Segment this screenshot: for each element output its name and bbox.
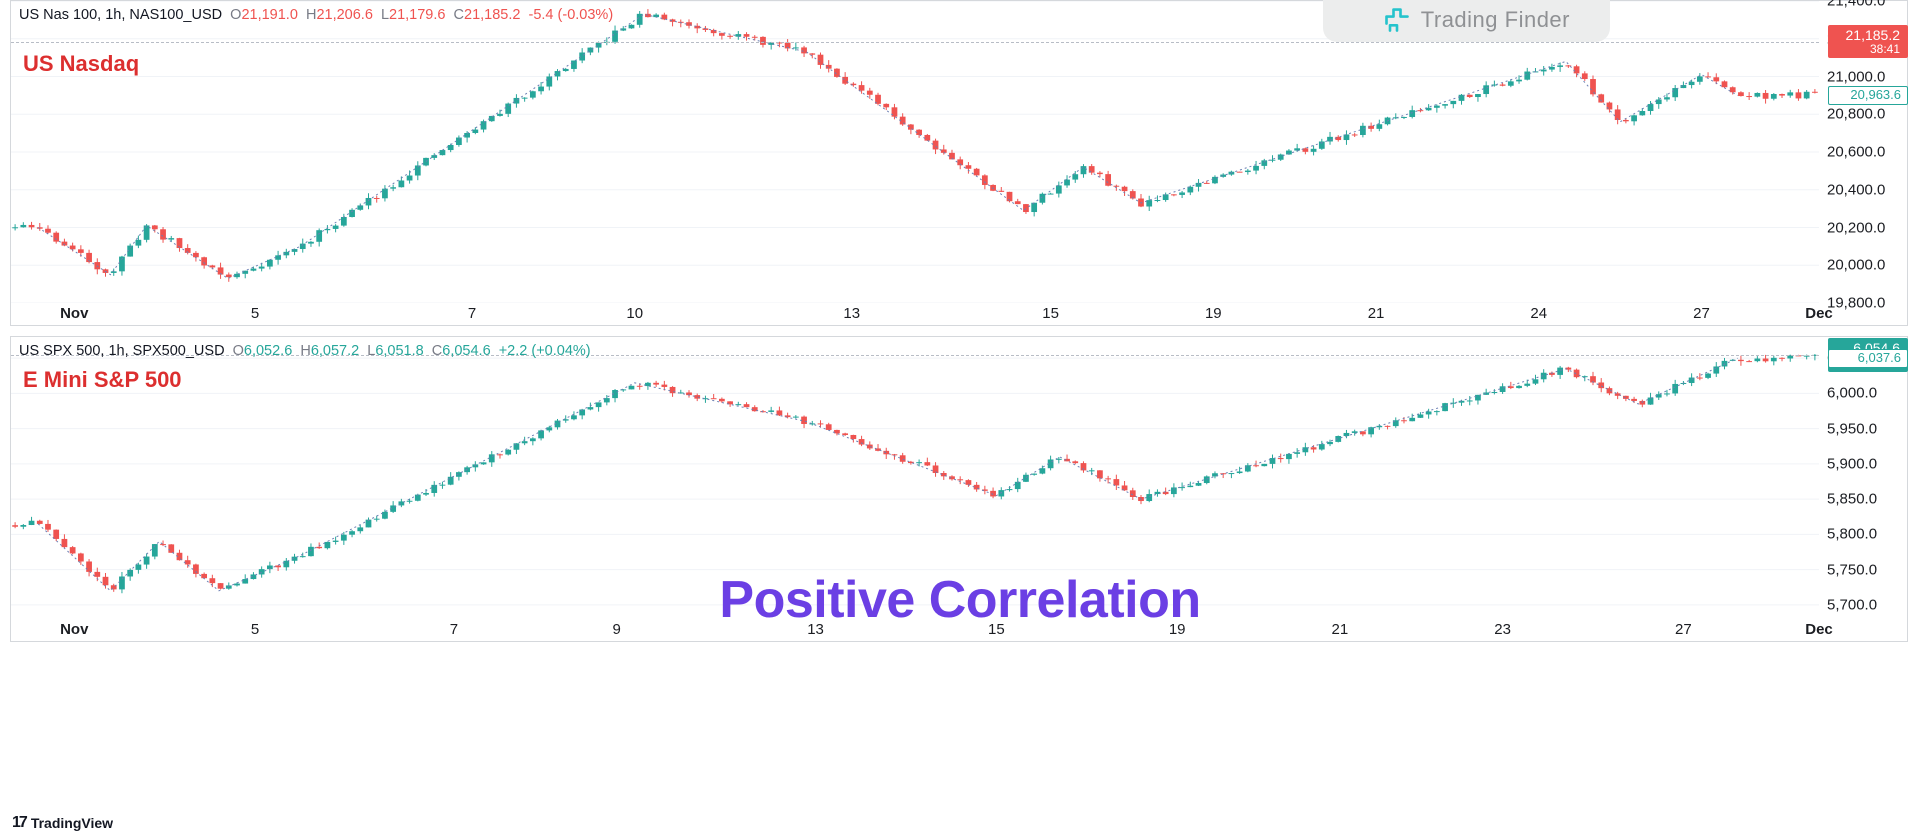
xtick-label: 7 xyxy=(468,305,476,322)
moving-badge-value: 6,037.6 xyxy=(1858,350,1901,365)
price-badge-countdown: 38:41 xyxy=(1836,43,1900,57)
watermark-text: Trading Finder xyxy=(1421,7,1570,33)
ytick-label: 20,800.0 xyxy=(1827,106,1885,123)
xtick-label: 21 xyxy=(1368,305,1385,322)
ohlc-h: 21,206.6 xyxy=(316,7,372,23)
symbol-label: US SPX 500, 1h, SPX500_USD xyxy=(19,343,225,359)
moving-badge-spx: 6,037.6 xyxy=(1828,349,1908,368)
ytick-label: 5,900.0 xyxy=(1827,455,1877,472)
xaxis-nasdaq[interactable]: Nov5710131519212427Dec xyxy=(11,303,1819,325)
ohlc-chg: -5.4 xyxy=(529,7,554,23)
ytick-label: 20,200.0 xyxy=(1827,219,1885,236)
ohlc-l: 6,051.8 xyxy=(375,343,423,359)
trading-finder-watermark: Trading Finder xyxy=(1323,0,1610,42)
xtick-label: 13 xyxy=(843,305,860,322)
xtick-label: 21 xyxy=(1332,621,1349,638)
xtick-label: 9 xyxy=(613,621,621,638)
ytick-label: 19,800.0 xyxy=(1827,295,1885,312)
symbol-label: US Nas 100, 1h, NAS100_USD xyxy=(19,7,222,23)
tradingview-footer: 17 TradingView xyxy=(12,814,113,832)
ohlc-pct: (-0.03%) xyxy=(558,7,614,23)
ytick-label: 5,850.0 xyxy=(1827,491,1877,508)
ytick-label: 20,400.0 xyxy=(1827,181,1885,198)
ytick-label: 5,750.0 xyxy=(1827,561,1877,578)
candlestick-chart-nasdaq xyxy=(11,1,1819,303)
xtick-label: 5 xyxy=(251,305,259,322)
ohlc-c: 6,054.6 xyxy=(442,343,490,359)
ohlc-l: 21,179.6 xyxy=(389,7,445,23)
tradingview-label: TradingView xyxy=(31,815,113,831)
trading-finder-icon xyxy=(1383,6,1411,34)
correlation-caption: Positive Correlation xyxy=(719,570,1200,630)
ohlc-header-spx: US SPX 500, 1h, SPX500_USD O6,052.6 H6,0… xyxy=(19,343,591,359)
xtick-label: 27 xyxy=(1675,621,1692,638)
ohlc-c: 21,185.2 xyxy=(464,7,520,23)
price-badge-nasdaq: 21,185.2 38:41 xyxy=(1828,25,1908,59)
xtick-label: 7 xyxy=(450,621,458,638)
ytick-label: 20,600.0 xyxy=(1827,144,1885,161)
ytick-label: 5,950.0 xyxy=(1827,420,1877,437)
chart-pane-nasdaq[interactable]: US Nas 100, 1h, NAS100_USD O21,191.0 H21… xyxy=(10,0,1908,326)
ohlc-h: 6,057.2 xyxy=(311,343,359,359)
pane-title-nasdaq: US Nasdaq xyxy=(23,51,139,77)
price-badge-value: 21,185.2 xyxy=(1836,27,1900,43)
ohlc-o: 21,191.0 xyxy=(241,7,297,23)
xtick-label: Nov xyxy=(60,621,88,638)
pane-title-spx: E Mini S&P 500 xyxy=(23,367,182,393)
xtick-label: Dec xyxy=(1805,305,1833,322)
ytick-label: 21,000.0 xyxy=(1827,68,1885,85)
ytick-label: 5,800.0 xyxy=(1827,526,1877,543)
xtick-label: 5 xyxy=(251,621,259,638)
xtick-label: Nov xyxy=(60,305,88,322)
xtick-label: 19 xyxy=(1205,305,1222,322)
ohlc-o: 6,052.6 xyxy=(244,343,292,359)
plot-area-nasdaq[interactable] xyxy=(11,1,1819,303)
ytick-label: 20,000.0 xyxy=(1827,257,1885,274)
ohlc-chg: +2.2 xyxy=(499,343,528,359)
moving-badge-value: 20,963.6 xyxy=(1850,87,1901,102)
xtick-label: 27 xyxy=(1693,305,1710,322)
ytick-label: 21,400.0 xyxy=(1827,0,1885,10)
yaxis-spx[interactable]: 5,700.0 5,750.0 5,800.0 5,850.0 5,900.0 5,950… xyxy=(1819,337,1907,619)
xtick-label: 24 xyxy=(1530,305,1547,322)
tradingview-icon: 17 xyxy=(12,814,25,832)
xtick-label: 10 xyxy=(626,305,643,322)
ohlc-header-nasdaq: US Nas 100, 1h, NAS100_USD O21,191.0 H21… xyxy=(19,7,613,23)
xtick-label: 23 xyxy=(1494,621,1511,638)
ytick-label: 5,700.0 xyxy=(1827,596,1877,613)
xtick-label: 15 xyxy=(1042,305,1059,322)
ytick-label: 6,000.0 xyxy=(1827,385,1877,402)
xtick-label: Dec xyxy=(1805,621,1833,638)
ohlc-pct: (+0.04%) xyxy=(531,343,590,359)
moving-badge-nasdaq: 20,963.6 xyxy=(1828,86,1908,105)
